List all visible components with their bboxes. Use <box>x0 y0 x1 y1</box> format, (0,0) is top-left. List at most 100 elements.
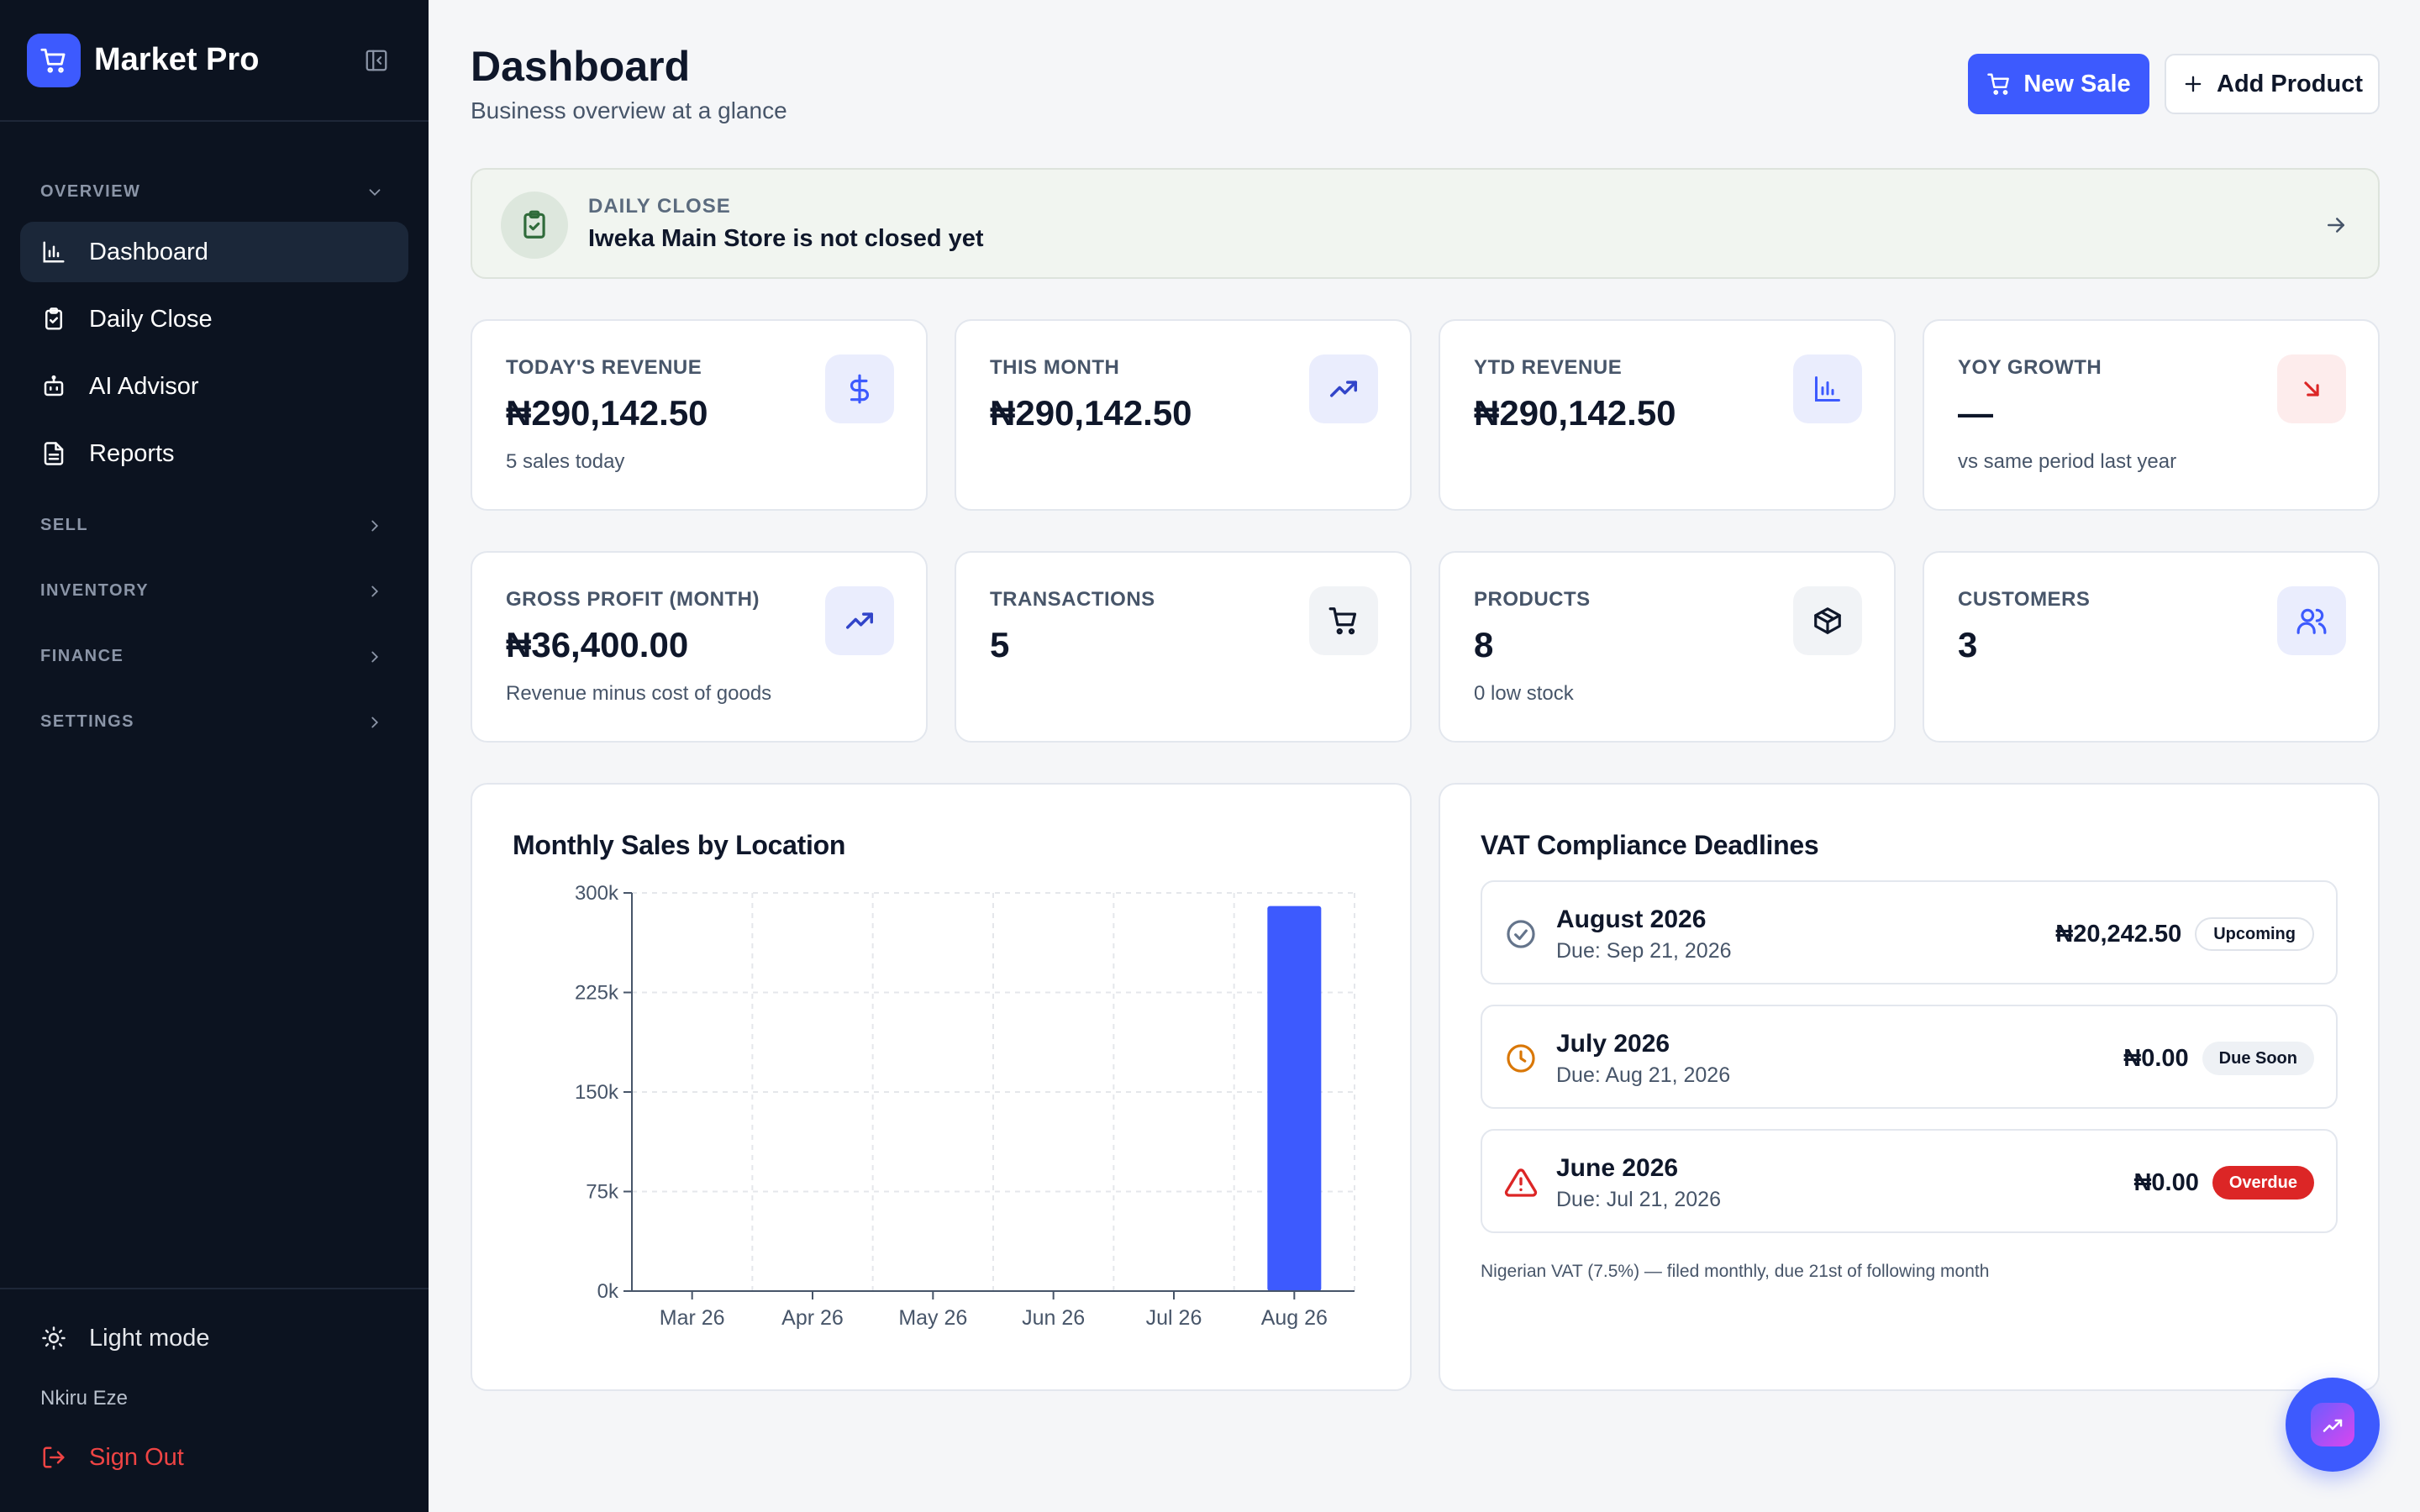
page-subtitle: Business overview at a glance <box>471 97 787 123</box>
bar-chart-icon <box>39 237 69 267</box>
sidebar-item-label: Daily Close <box>89 305 213 333</box>
new-sale-button[interactable]: New Sale <box>1968 54 2149 114</box>
sidebar-item-reports[interactable]: Reports <box>20 423 408 484</box>
add-product-button[interactable]: Add Product <box>2165 54 2380 114</box>
vat-due: Due: Jul 21, 2026 <box>1556 1188 1721 1211</box>
new-sale-label: New Sale <box>2023 70 2131 97</box>
cart-icon <box>27 34 81 87</box>
vat-item-june-2026[interactable]: June 2026 Due: Jul 21, 2026 ₦0.00 Overdu… <box>1481 1129 2338 1233</box>
stat-card-this-month[interactable]: THIS MONTH ₦290,142.50 <box>955 319 1412 511</box>
y-tick-label: 300k <box>575 882 619 905</box>
sales-bar-chart: 0k 75k 150k 225k 300k Mar 26 Apr 26 May 26 Jun 2… <box>575 882 1355 1330</box>
alert-triangle-icon <box>1504 1166 1538 1200</box>
daily-close-banner[interactable]: DAILY CLOSE Iweka Main Store is not clos… <box>471 168 2380 279</box>
stat-card-customers[interactable]: CUSTOMERS 3 <box>1923 551 2380 743</box>
x-tick-label: Aug 26 <box>1261 1306 1328 1330</box>
stat-value: 5 <box>990 625 1010 664</box>
vat-item-july-2026[interactable]: July 2026 Due: Aug 21, 2026 ₦0.00 Due So… <box>1481 1005 2338 1109</box>
stat-sub: 0 low stock <box>1474 682 1574 705</box>
chevron-right-icon[interactable] <box>363 645 387 669</box>
sidebar-item-label: Dashboard <box>89 238 208 265</box>
stat-sub: Revenue minus cost of goods <box>506 682 772 705</box>
check-circle-icon <box>1504 917 1538 951</box>
stat-label: YTD REVENUE <box>1474 356 1623 379</box>
log-out-icon <box>39 1442 69 1473</box>
vat-month: June 2026 <box>1556 1154 1679 1182</box>
sign-out-button[interactable]: Sign Out <box>39 1442 184 1473</box>
vat-item-august-2026[interactable]: August 2026 Due: Sep 21, 2026 ₦20,242.50… <box>1481 880 2338 984</box>
theme-toggle[interactable]: Light mode <box>39 1323 210 1353</box>
stat-card-ytd-revenue[interactable]: YTD REVENUE ₦290,142.50 <box>1439 319 1896 511</box>
x-tick-label: Apr 26 <box>781 1306 844 1330</box>
vat-panel: VAT Compliance Deadlines August 2026 Due… <box>1439 783 2380 1391</box>
stat-sub: 5 sales today <box>506 450 625 473</box>
vat-amount: ₦0.00 <box>2133 1168 2199 1196</box>
section-sell[interactable]: SELL <box>40 516 89 534</box>
brand-header: Market Pro <box>0 0 429 122</box>
y-tick-label: 0k <box>597 1280 619 1303</box>
stat-card-products[interactable]: PRODUCTS 8 0 low stock <box>1439 551 1896 743</box>
x-tick-label: Mar 26 <box>660 1306 725 1330</box>
sun-icon <box>39 1323 69 1353</box>
chevron-right-icon[interactable] <box>363 514 387 538</box>
chevron-down-icon[interactable] <box>363 181 387 204</box>
bar <box>1267 906 1322 1291</box>
box-icon <box>1793 586 1862 655</box>
section-settings[interactable]: SETTINGS <box>40 712 135 731</box>
stat-value: ₦290,142.50 <box>506 393 708 433</box>
sidebar-item-label: Reports <box>89 439 175 467</box>
section-finance[interactable]: FINANCE <box>40 647 124 665</box>
sidebar-item-label: AI Advisor <box>89 372 199 400</box>
chevron-right-icon[interactable] <box>363 580 387 603</box>
clock-icon <box>1504 1042 1538 1075</box>
vat-month: August 2026 <box>1556 906 1707 933</box>
page-title: Dashboard <box>471 43 691 90</box>
file-text-icon <box>39 438 69 469</box>
vat-panel-title: VAT Compliance Deadlines <box>1481 830 1819 860</box>
trending-up-icon <box>825 586 894 655</box>
section-inventory[interactable]: INVENTORY <box>40 581 150 600</box>
x-tick-label: Jul 26 <box>1146 1306 1202 1330</box>
sidebar-item-daily-close[interactable]: Daily Close <box>20 289 408 349</box>
vat-amount: ₦20,242.50 <box>2055 920 2182 948</box>
stat-value: 8 <box>1474 625 1494 664</box>
chevron-right-icon[interactable] <box>363 711 387 734</box>
daily-close-message: Iweka Main Store is not closed yet <box>588 225 984 252</box>
sidebar-collapse-icon[interactable] <box>361 45 392 76</box>
status-badge: Upcoming <box>2195 917 2314 951</box>
vat-due: Due: Sep 21, 2026 <box>1556 939 1732 963</box>
chart-title: Monthly Sales by Location <box>513 830 846 860</box>
status-badge: Overdue <box>2212 1166 2314 1200</box>
plus-icon <box>2181 72 2205 96</box>
add-product-label: Add Product <box>2217 70 2363 97</box>
bot-icon <box>39 371 69 402</box>
sidebar-footer: Light mode Nkiru Eze Sign Out <box>0 1288 429 1512</box>
stat-label: PRODUCTS <box>1474 588 1591 611</box>
dollar-icon <box>825 354 894 423</box>
section-overview[interactable]: OVERVIEW <box>40 182 141 201</box>
stat-label: THIS MONTH <box>990 356 1120 379</box>
clipboard-check-icon <box>501 192 568 259</box>
stat-label: TODAY'S REVENUE <box>506 356 702 379</box>
status-badge: Due Soon <box>2202 1042 2314 1075</box>
theme-toggle-label: Light mode <box>89 1324 210 1352</box>
stat-value: ₦290,142.50 <box>1474 393 1676 433</box>
y-tick-label: 75k <box>586 1181 619 1204</box>
sidebar-item-ai-advisor[interactable]: AI Advisor <box>20 356 408 417</box>
cart-icon <box>1986 71 2012 97</box>
x-tick-label: Jun 26 <box>1022 1306 1085 1330</box>
stat-card-gross-profit[interactable]: GROSS PROFIT (MONTH) ₦36,400.00 Revenue … <box>471 551 928 743</box>
y-tick-label: 225k <box>575 982 619 1005</box>
clipboard-check-icon <box>39 304 69 334</box>
trending-up-icon <box>1309 354 1378 423</box>
stat-card-transactions[interactable]: TRANSACTIONS 5 <box>955 551 1412 743</box>
arrow-right-icon[interactable] <box>2321 210 2351 240</box>
ai-assistant-button[interactable] <box>2286 1378 2380 1472</box>
stat-card-todays-revenue[interactable]: TODAY'S REVENUE ₦290,142.50 5 sales toda… <box>471 319 928 511</box>
sidebar-item-dashboard[interactable]: Dashboard <box>20 222 408 282</box>
bar-chart-icon <box>1793 354 1862 423</box>
stat-sub: vs same period last year <box>1958 450 2177 473</box>
sign-out-label: Sign Out <box>89 1443 184 1471</box>
stat-card-yoy-growth[interactable]: YOY GROWTH — vs same period last year <box>1923 319 2380 511</box>
daily-close-kicker: DAILY CLOSE <box>588 195 731 218</box>
